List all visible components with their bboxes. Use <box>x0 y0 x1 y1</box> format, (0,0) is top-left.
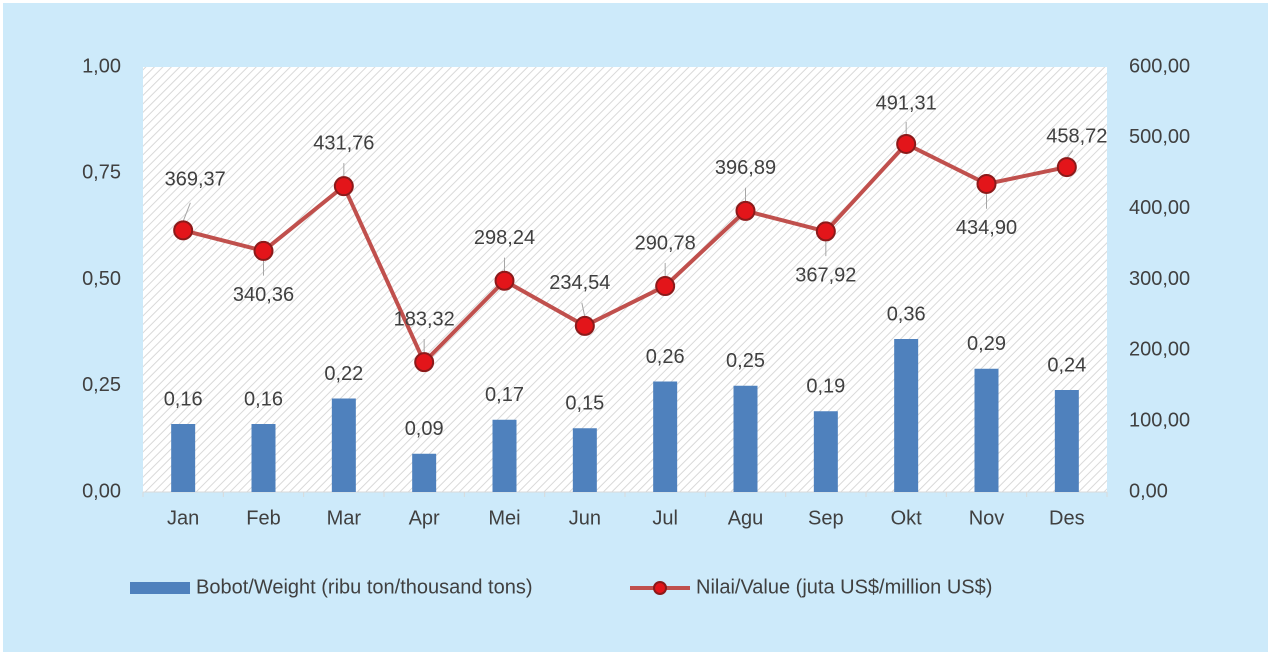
y2-tick-label: 100,00 <box>1129 409 1190 431</box>
line-marker <box>333 176 354 197</box>
y2-tick-label: 400,00 <box>1129 197 1190 219</box>
bar-value-label: 0,16 <box>244 388 283 410</box>
y-tick-label: 0,00 <box>82 480 121 502</box>
bar-value-label: 0,17 <box>485 384 524 406</box>
legend-swatch <box>653 581 667 595</box>
line-value-label: 369,37 <box>165 169 226 191</box>
x-tick-label: Jan <box>167 507 199 529</box>
line-marker <box>655 276 676 297</box>
bar <box>894 339 919 492</box>
x-tick-label: Mei <box>488 507 520 529</box>
x-tick-label: Nov <box>969 507 1005 529</box>
bar-value-label: 0,29 <box>967 333 1006 355</box>
bar <box>813 411 838 492</box>
x-tick-label: Des <box>1049 507 1085 529</box>
bar <box>251 424 276 492</box>
line-marker <box>574 315 595 336</box>
x-tick-label: Jun <box>569 507 601 529</box>
line-value-label: 396,89 <box>715 157 776 179</box>
line <box>182 141 1068 366</box>
line-value-label: 298,24 <box>474 227 535 249</box>
line-value-label: 340,36 <box>233 284 294 306</box>
line-value-label: 234,54 <box>549 272 610 294</box>
line-marker <box>896 133 917 154</box>
x-tick-label: Feb <box>246 507 280 529</box>
x-tick-label: Okt <box>891 507 923 529</box>
x-tick-label: Jul <box>652 507 678 529</box>
y2-tick-label: 0,00 <box>1129 480 1168 502</box>
bar <box>572 428 597 492</box>
line-marker <box>1056 157 1077 178</box>
bar-value-label: 0,16 <box>164 388 203 410</box>
line-value-label: 458,72 <box>1046 125 1107 147</box>
bar <box>492 419 517 492</box>
x-tick-label: Sep <box>808 507 844 529</box>
x-tick-label: Apr <box>409 507 440 529</box>
bar-value-label: 0,26 <box>646 346 685 368</box>
bar <box>733 385 758 492</box>
legend-swatch <box>130 582 190 594</box>
leader-line <box>182 202 191 222</box>
bar <box>653 381 678 492</box>
line-marker <box>253 240 274 261</box>
bar <box>1054 390 1079 492</box>
bar-value-label: 0,25 <box>726 350 765 372</box>
line-marker <box>815 221 836 242</box>
line-value-label: 367,92 <box>795 265 856 287</box>
leader-line <box>581 302 586 317</box>
line-marker <box>976 173 997 194</box>
line-value-label: 183,32 <box>394 308 455 330</box>
bar-value-label: 0,24 <box>1047 354 1086 376</box>
bar <box>171 424 196 492</box>
y2-tick-label: 600,00 <box>1129 55 1190 77</box>
legend-label: Bobot/Weight (ribu ton/thousand tons) <box>196 576 533 598</box>
line-marker <box>414 352 435 373</box>
bar-value-label: 0,09 <box>405 418 444 440</box>
line-value-label: 431,76 <box>313 132 374 154</box>
bar-value-label: 0,15 <box>565 393 604 415</box>
line-value-label: 434,90 <box>956 217 1017 239</box>
bar <box>331 398 356 492</box>
bar <box>412 453 437 492</box>
plot-area <box>143 67 1107 492</box>
line-marker <box>494 270 515 291</box>
bar <box>974 368 999 492</box>
bar-value-label: 0,22 <box>324 363 363 385</box>
leader-line <box>1066 150 1074 159</box>
y2-tick-label: 500,00 <box>1129 126 1190 148</box>
y-tick-label: 0,25 <box>82 374 121 396</box>
y-tick-label: 0,50 <box>82 268 121 290</box>
bar-value-label: 0,36 <box>887 303 926 325</box>
bar-value-label: 0,19 <box>806 376 845 398</box>
y2-tick-label: 300,00 <box>1129 268 1190 290</box>
line-value-label: 491,31 <box>876 92 937 114</box>
x-tick-label: Agu <box>728 507 764 529</box>
y-tick-label: 1,00 <box>82 55 121 77</box>
line-marker <box>735 200 756 221</box>
line-value-label: 290,78 <box>635 232 696 254</box>
y2-tick-label: 200,00 <box>1129 339 1190 361</box>
x-tick-label: Mar <box>327 507 362 529</box>
legend-label: Nilai/Value (juta US$/million US$) <box>696 576 992 598</box>
line-marker <box>173 220 194 241</box>
y-tick-label: 0,75 <box>82 162 121 184</box>
